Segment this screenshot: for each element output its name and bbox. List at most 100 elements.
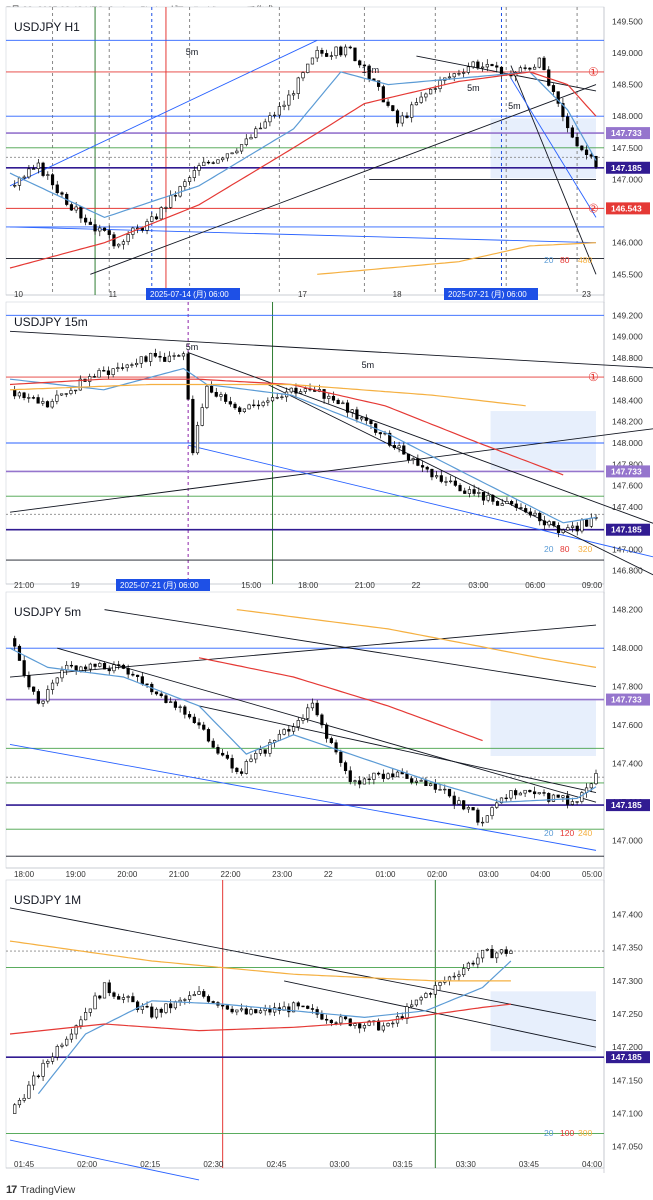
candle (247, 404, 251, 410)
candle (239, 1008, 244, 1011)
candle (500, 503, 504, 506)
time-tick-label: 01:45 (14, 1160, 35, 1169)
candle (130, 364, 134, 366)
candle (584, 149, 589, 155)
forecast-zone (490, 698, 596, 756)
candle (345, 402, 350, 413)
candle (325, 724, 329, 739)
candle (439, 475, 443, 482)
candle (74, 1025, 78, 1035)
candle (238, 407, 242, 413)
candle (353, 1023, 357, 1026)
candle (41, 162, 45, 176)
price-tick-label: 147.400 (612, 759, 643, 769)
candle (225, 754, 229, 759)
candle (301, 1005, 305, 1008)
candle (570, 801, 574, 805)
candle (280, 396, 284, 398)
candle (306, 1005, 310, 1009)
candle (202, 991, 206, 997)
candle (490, 64, 494, 67)
candle (36, 691, 40, 704)
candle (589, 783, 593, 789)
candle (542, 57, 546, 71)
candle (173, 1001, 178, 1009)
candle (537, 792, 541, 795)
candle (419, 96, 423, 103)
candle (594, 773, 598, 785)
candle (377, 1020, 381, 1031)
candle (414, 780, 419, 783)
candle (358, 780, 362, 785)
candle (362, 778, 367, 785)
price-tick-label: 147.250 (612, 1009, 643, 1019)
candle (320, 1014, 324, 1020)
sma-480-line (317, 242, 597, 275)
time-tick-label: 03:00 (468, 581, 489, 590)
candle (291, 93, 296, 96)
candle (329, 738, 333, 744)
candle (400, 115, 404, 124)
time-tick-label: 02:30 (203, 1160, 224, 1169)
candle (561, 529, 565, 533)
candle (268, 742, 272, 754)
candle (411, 458, 415, 461)
candle (159, 693, 163, 697)
candle (112, 234, 116, 247)
candle (325, 53, 329, 57)
candle (485, 948, 489, 951)
panel-1m: USDJPY 1M 147.400 147.350 147.300 147.250 147… (5, 879, 650, 1181)
candle (449, 480, 453, 483)
candle (197, 165, 201, 171)
candle (458, 485, 462, 492)
candle (273, 1007, 277, 1013)
candle (134, 362, 139, 366)
candle (230, 1008, 234, 1013)
candle (296, 720, 300, 728)
sma-80-line (9, 71, 597, 269)
trend-line (9, 907, 597, 1022)
candle (303, 388, 307, 392)
candle (476, 809, 480, 823)
candle (117, 243, 121, 247)
time-tick-label: 02:45 (266, 1160, 287, 1169)
candle (362, 64, 367, 67)
candle (358, 60, 362, 66)
candle (277, 733, 281, 741)
candle (414, 999, 419, 1006)
candle (547, 793, 551, 802)
candle (270, 397, 275, 402)
candle (364, 417, 368, 421)
time-tick-label: 22 (412, 581, 421, 590)
candle (491, 494, 495, 502)
candle (585, 519, 589, 527)
candle (167, 355, 171, 362)
candle (339, 751, 343, 763)
candle (378, 432, 382, 435)
candle (69, 204, 74, 211)
time-tick-label: 11 (109, 290, 118, 299)
ma-period-label: 80 (560, 544, 570, 554)
candle (537, 57, 541, 68)
price-tick-label: 146.800 (612, 566, 643, 576)
candle (480, 66, 485, 69)
candle (343, 46, 348, 56)
trend-line (510, 65, 597, 275)
candle (444, 481, 448, 483)
candle (453, 480, 457, 486)
time-tick-label: 04:00 (530, 870, 551, 879)
candle (69, 1033, 74, 1040)
price-tick-label: 147.400 (612, 910, 643, 920)
candle (580, 145, 584, 151)
candle (424, 93, 428, 98)
time-tick-label: 04:00 (582, 1160, 603, 1169)
price-badge (606, 202, 650, 215)
candle (50, 174, 55, 186)
candle (462, 800, 466, 810)
candle (339, 1016, 343, 1024)
price-tick-label: 149.500 (612, 16, 643, 26)
candle (106, 370, 111, 375)
candle (239, 144, 244, 152)
sma-120-line (198, 657, 483, 742)
